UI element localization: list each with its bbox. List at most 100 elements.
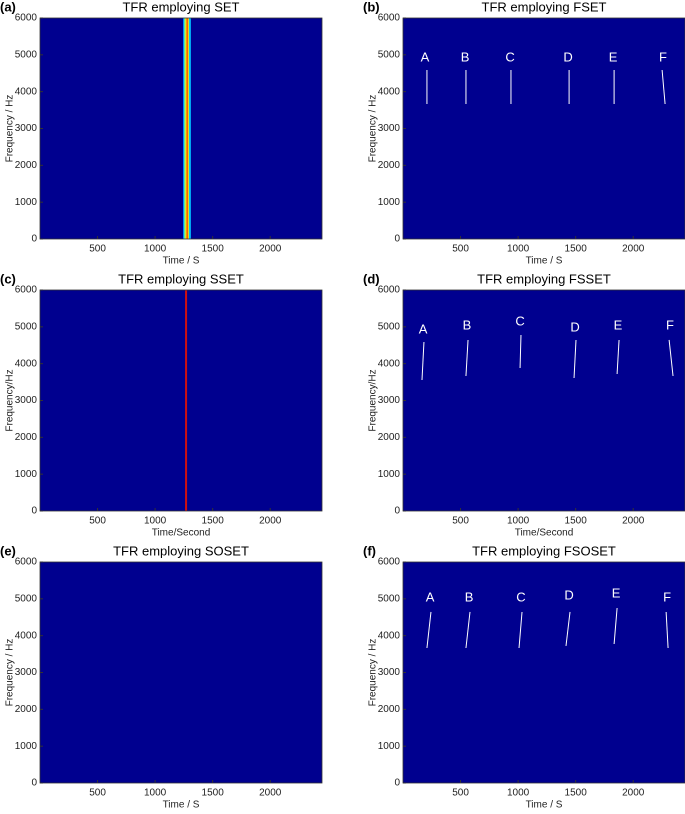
annotation-label: D — [563, 49, 572, 64]
annotation-label: D — [564, 587, 573, 602]
x-tick-label: 2000 — [622, 244, 645, 255]
annotation-label: C — [515, 313, 524, 328]
y-tick-label: 3000 — [378, 395, 401, 406]
y-axis-label: Frequency/Hz — [368, 369, 379, 431]
y-tick-label: 2000 — [378, 704, 401, 715]
annotation-label: D — [570, 319, 579, 334]
annotation-line — [426, 611, 432, 649]
y-axis-label: Frequency / Hz — [5, 95, 16, 163]
x-tick-label: 1500 — [202, 788, 225, 799]
x-tick-label: 1000 — [144, 788, 167, 799]
y-tick-label: 6000 — [15, 13, 38, 24]
y-tick-label: 2000 — [15, 160, 38, 171]
x-axis-label: Time/Second — [152, 528, 211, 539]
y-tick-label: 0 — [394, 506, 400, 517]
annotation-line — [421, 341, 425, 381]
x-tick-label: 500 — [89, 788, 106, 799]
panel-label: (b) — [363, 0, 380, 14]
panel-title: TFR employing FSET — [482, 0, 607, 14]
y-tick-label: 4000 — [378, 358, 401, 369]
annotation-label: A — [426, 589, 435, 604]
x-tick-label: 2000 — [259, 516, 282, 527]
x-tick-label: 500 — [89, 516, 106, 527]
annotation-label: F — [666, 317, 674, 332]
annotation-line — [465, 339, 469, 377]
y-tick-label: 4000 — [15, 630, 38, 641]
annotation-label: F — [659, 49, 667, 64]
annotation-line — [519, 334, 522, 369]
y-tick-label: 5000 — [378, 321, 401, 332]
plot-background — [40, 562, 322, 783]
panel-title: TFR employing SET — [122, 0, 239, 14]
y-tick-label: 4000 — [378, 630, 401, 641]
x-tick-label: 500 — [452, 788, 469, 799]
y-axis-label: Frequency / Hz — [368, 95, 379, 163]
panel-title: TFR employing FSSET — [477, 271, 611, 286]
y-axis-label: Frequency / Hz — [368, 639, 379, 707]
y-tick-label: 1000 — [15, 741, 38, 752]
annotation-label: A — [421, 49, 430, 64]
plot-background — [403, 290, 685, 511]
annotation-label: B — [465, 589, 474, 604]
y-tick-label: 5000 — [15, 49, 38, 60]
annotation-label: B — [463, 317, 472, 332]
x-axis-label: Time / S — [526, 800, 563, 809]
y-tick-label: 6000 — [15, 285, 38, 296]
panel-title: TFR employing FSOSET — [472, 543, 616, 558]
plot-background — [40, 290, 322, 511]
x-tick-label: 1500 — [202, 244, 225, 255]
annotation-line — [665, 611, 669, 649]
y-tick-label: 4000 — [15, 358, 38, 369]
panel-label: (f) — [363, 543, 376, 558]
panel-title: TFR employing SOSET — [113, 543, 249, 558]
y-tick-label: 6000 — [15, 557, 38, 568]
annotation-line — [465, 611, 471, 649]
y-tick-label: 2000 — [15, 432, 38, 443]
annotation-line — [573, 339, 577, 379]
x-tick-label: 500 — [452, 244, 469, 255]
y-tick-label: 0 — [31, 778, 37, 789]
annotation-label: E — [612, 585, 621, 600]
y-tick-label: 1000 — [378, 197, 401, 208]
y-tick-label: 0 — [31, 234, 37, 245]
annotation-line — [518, 611, 523, 649]
x-tick-label: 2000 — [259, 788, 282, 799]
y-tick-label: 6000 — [378, 285, 401, 296]
y-tick-label: 5000 — [378, 49, 401, 60]
x-tick-label: 1000 — [507, 244, 530, 255]
annotation-line — [668, 339, 674, 377]
x-tick-label: 500 — [452, 516, 469, 527]
annotation-label: E — [614, 317, 623, 332]
y-tick-label: 3000 — [15, 395, 38, 406]
x-tick-label: 1500 — [565, 244, 588, 255]
panel-label: (e) — [0, 543, 16, 558]
y-axis-label: Frequency/Hz — [5, 369, 16, 431]
x-tick-label: 1500 — [565, 788, 588, 799]
annotation-line — [616, 339, 620, 375]
x-tick-label: 1500 — [202, 516, 225, 527]
annotation-line — [661, 69, 666, 105]
x-axis-label: Time / S — [163, 256, 200, 267]
x-tick-label: 2000 — [622, 516, 645, 527]
y-tick-label: 0 — [31, 506, 37, 517]
y-tick-label: 0 — [394, 778, 400, 789]
x-tick-label: 500 — [89, 244, 106, 255]
y-axis-label: Frequency / Hz — [5, 639, 16, 707]
y-tick-label: 3000 — [378, 667, 401, 678]
y-tick-label: 1000 — [378, 469, 401, 480]
y-tick-label: 2000 — [378, 160, 401, 171]
x-tick-label: 2000 — [259, 244, 282, 255]
plot-background — [40, 18, 322, 239]
y-tick-label: 6000 — [378, 557, 401, 568]
y-tick-label: 3000 — [15, 123, 38, 134]
y-tick-label: 4000 — [378, 86, 401, 97]
x-axis-label: Time / S — [163, 800, 200, 809]
x-tick-label: 1500 — [565, 516, 588, 527]
y-tick-label: 5000 — [15, 593, 38, 604]
annotation-label: A — [419, 321, 428, 336]
y-tick-label: 0 — [394, 234, 400, 245]
y-tick-label: 1000 — [15, 197, 38, 208]
plot-background — [403, 562, 685, 783]
x-tick-label: 1000 — [507, 788, 530, 799]
panel-label: (a) — [0, 0, 16, 14]
